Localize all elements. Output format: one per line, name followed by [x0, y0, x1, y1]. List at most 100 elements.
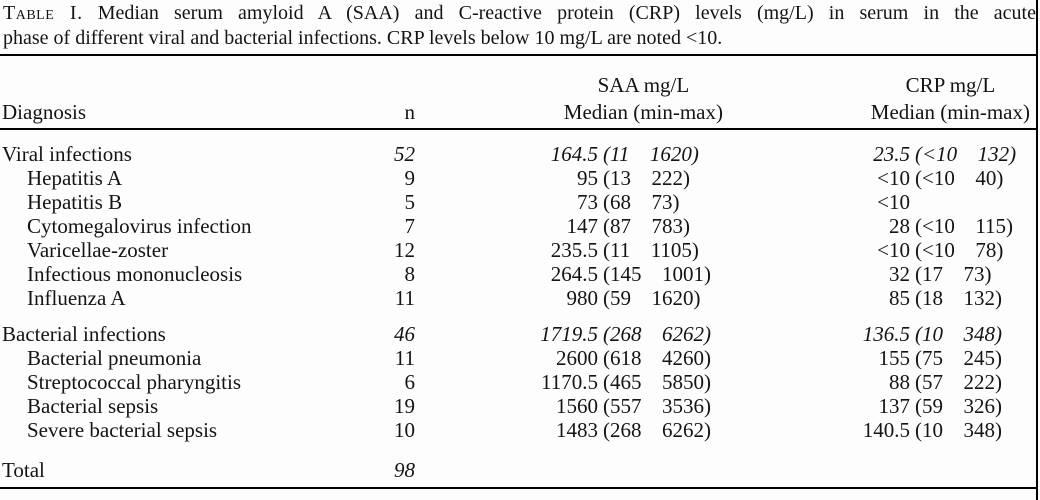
crp-subtitle: Median (min-max)	[870, 100, 1030, 124]
saa-median: 95	[577, 166, 598, 190]
table-row: Streptococcal pharyngitis 6 1170.5 (465 585…	[2, 370, 1034, 394]
table-row: Viral infections 52 164.5 (11 1620) 23.5 (<10…	[2, 142, 1034, 166]
crp-cell: 32 (17 73)	[727, 262, 1034, 286]
crp-cell: 28 (<10 115)	[727, 214, 1034, 238]
n-cell: 5	[404, 190, 416, 214]
crp-range: (18 132)	[915, 286, 1002, 310]
crp-range: (10 348)	[915, 322, 1002, 346]
crp-median: <10	[877, 238, 910, 262]
diagnosis-column-header: Diagnosis	[2, 100, 86, 124]
saa-cell: 1719.5 (268 6262)	[415, 322, 727, 346]
crp-cell	[727, 458, 1034, 482]
crp-range: (<10 115)	[915, 214, 1014, 238]
saa-title: SAA mg/L	[597, 73, 690, 97]
saa-median: 164.5	[550, 142, 598, 166]
crp-cell: 88 (57 222)	[727, 370, 1034, 394]
crp-cell: 85 (18 132)	[727, 286, 1034, 310]
saa-range: (465 5850)	[603, 370, 711, 394]
table-row: Influenza A 11 980 (59 1620) 85 (18 132)	[2, 286, 1034, 310]
saa-range: (87 783)	[603, 214, 690, 238]
crp-cell: 136.5 (10 348)	[727, 322, 1034, 346]
saa-cell: 1170.5 (465 5850)	[415, 370, 727, 394]
n-column-header: n	[404, 100, 416, 124]
n-cell: 12	[394, 238, 415, 262]
crp-median: <10	[877, 166, 910, 190]
saa-column-header: SAA mg/L Median (min-max)	[415, 72, 727, 126]
crp-median: 137	[878, 394, 911, 418]
table-caption: Table I. Median serum amyloid A (SAA) an…	[3, 1, 1036, 51]
n-cell: 7	[404, 214, 416, 238]
saa-median: 264.5	[550, 262, 598, 286]
crp-range: (<10 78)	[915, 238, 1004, 262]
crp-median: 85	[889, 286, 910, 310]
diagnosis-cell: Cytomegalovirus infection	[27, 214, 252, 238]
saa-cell: 264.5 (145 1001)	[415, 262, 727, 286]
crp-title: CRP mg/L	[905, 73, 996, 97]
crp-median: 155	[878, 346, 911, 370]
table-row: Hepatitis A 9 95 (13 222) <10 (<10 40)	[2, 166, 1034, 190]
crp-range: (57 222)	[915, 370, 1002, 394]
crp-cell: <10	[727, 190, 1034, 214]
saa-median: 1719.5	[540, 322, 598, 346]
saa-median: 2600	[556, 346, 598, 370]
table-row: Hepatitis B 5 73 (68 73) <10	[2, 190, 1034, 214]
diagnosis-cell: Influenza A	[27, 286, 126, 310]
crp-median: <10	[877, 190, 910, 214]
crp-median: 28	[889, 214, 910, 238]
crp-median: 136.5	[862, 322, 910, 346]
diagnosis-cell: Bacterial sepsis	[27, 394, 159, 418]
n-cell: 19	[394, 394, 415, 418]
diagnosis-cell: Total	[2, 458, 45, 482]
saa-cell: 2600 (618 4260)	[415, 346, 727, 370]
saa-subtitle: Median (min-max)	[563, 100, 723, 124]
table-row: Total 98	[2, 458, 1034, 482]
crp-column-header: CRP mg/L Median (min-max)	[727, 72, 1034, 126]
table-row: Severe bacterial sepsis 10 1483 (268 6262) 1…	[2, 418, 1034, 442]
saa-cell: 1560 (557 3536)	[415, 394, 727, 418]
crp-cell: 23.5 (<10 132)	[727, 142, 1034, 166]
saa-range: (268 6262)	[603, 322, 711, 346]
saa-cell: 164.5 (11 1620)	[415, 142, 727, 166]
bottom-rule	[0, 487, 1038, 489]
caption-rule	[0, 54, 1038, 56]
n-cell: 98	[394, 458, 415, 482]
crp-cell: 155 (75 245)	[727, 346, 1034, 370]
table-row: Infectious mononucleosis 8 264.5 (145 1001)…	[2, 262, 1034, 286]
diagnosis-cell: Viral infections	[2, 142, 132, 166]
n-cell: 9	[404, 166, 416, 190]
table-group: Bacterial infections 46 1719.5 (268 6262) 13…	[2, 322, 1034, 442]
saa-range: (59 1620)	[603, 286, 701, 310]
table-header: Diagnosis n SAA mg/L Median (min-max) CR…	[2, 56, 1034, 126]
header-rule	[0, 128, 1038, 130]
saa-range: (557 3536)	[603, 394, 711, 418]
crp-range: (<10 132)	[915, 142, 1017, 166]
saa-cell: 980 (59 1620)	[415, 286, 727, 310]
crp-range: (17 73)	[915, 262, 992, 286]
table-number-label: Table I.	[3, 2, 83, 24]
crp-cell: 137 (59 326)	[727, 394, 1034, 418]
saa-median: 1170.5	[541, 370, 598, 394]
crp-median: 23.5	[873, 142, 910, 166]
diagnosis-cell: Severe bacterial sepsis	[27, 418, 218, 442]
crp-median: 88	[889, 370, 910, 394]
saa-range: (618 4260)	[603, 346, 711, 370]
saa-range: (11 1105)	[603, 238, 699, 262]
n-cell: 8	[404, 262, 416, 286]
table-group: Viral infections 52 164.5 (11 1620) 23.5 (<10…	[2, 142, 1034, 310]
table-row: Bacterial pneumonia 11 2600 (618 4260) 155 (7…	[2, 346, 1034, 370]
crp-header-block: CRP mg/L Median (min-max)	[871, 72, 1030, 126]
crp-cell: <10 (<10 40)	[727, 166, 1034, 190]
crp-cell: 140.5 (10 348)	[727, 418, 1034, 442]
saa-median: 1560	[556, 394, 598, 418]
n-cell: 46	[394, 322, 415, 346]
table-row: Bacterial infections 46 1719.5 (268 6262) 13…	[2, 322, 1034, 346]
saa-cell	[415, 458, 727, 482]
n-cell: 6	[404, 370, 416, 394]
saa-cell: 95 (13 222)	[415, 166, 727, 190]
crp-range: (75 245)	[915, 346, 1002, 370]
diagnosis-cell: Bacterial pneumonia	[27, 346, 202, 370]
crp-cell: <10 (<10 78)	[727, 238, 1034, 262]
diagnosis-cell: Hepatitis A	[27, 166, 123, 190]
n-cell: 11	[394, 286, 415, 310]
diagnosis-cell: Streptococcal pharyngitis	[27, 370, 242, 394]
